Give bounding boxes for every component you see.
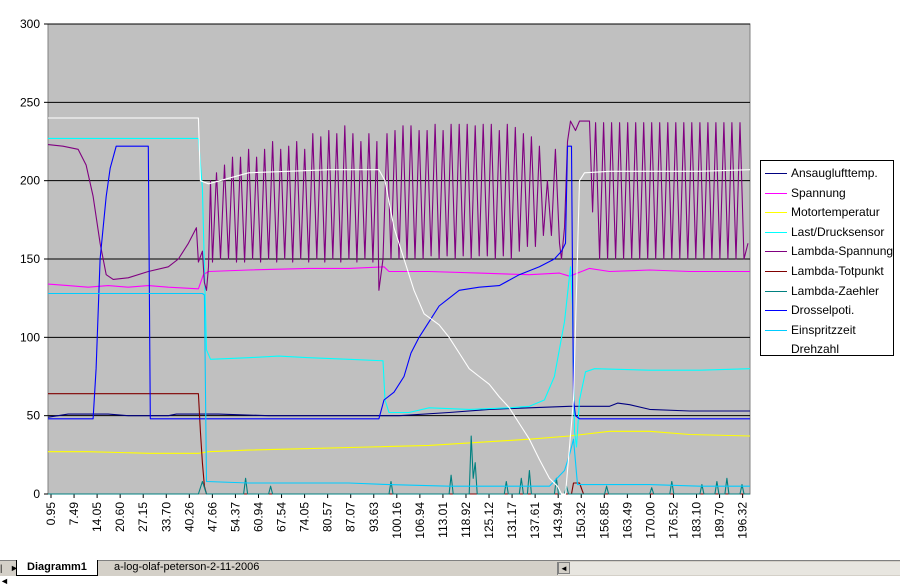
- x-tick-label: 176.52: [666, 502, 680, 539]
- scroll-left-icon[interactable]: ◄: [558, 562, 570, 574]
- series-line-drehzahl: [48, 117, 751, 495]
- legend-label: Drehzahl: [791, 342, 840, 356]
- x-tick-label: 7.49: [67, 502, 81, 526]
- y-tick-label: 100: [20, 330, 40, 344]
- series-line-spannung: [47, 266, 750, 290]
- x-tick-label: 131.17: [505, 502, 519, 539]
- x-tick-label: 14.05: [90, 502, 104, 532]
- legend-item: Spannung: [761, 185, 893, 203]
- legend-swatch: [765, 329, 787, 331]
- chart-area: 0 50 100 150 200 250 300 0.95 7.49 14.05 20.60 27.…: [20, 17, 751, 539]
- x-tick-label: 156.85: [597, 502, 611, 539]
- legend-item: Drosselpoti.: [761, 302, 893, 320]
- legend-label: Einspritzzeit: [791, 322, 856, 337]
- legend-label: Last/Drucksensor: [791, 224, 885, 239]
- sheet-tab-bar: |◄ ► Diagramm1 a-log-olaf-peterson-2-11-…: [0, 560, 900, 586]
- x-tick-label: 27.15: [136, 502, 150, 532]
- y-tick-label: 0: [33, 487, 40, 501]
- x-tick-label: 189.70: [713, 502, 727, 539]
- chart-legend: Ansauglufttemp. Spannung Motortemperatur La…: [760, 160, 894, 356]
- legend-swatch: [765, 271, 787, 272]
- legend-item: Last/Drucksensor: [761, 224, 893, 242]
- x-tick-label: 93.63: [367, 502, 381, 532]
- x-tick-label: 40.26: [182, 502, 196, 532]
- x-tick-label: 47.66: [205, 502, 219, 532]
- legend-item: Drehzahl: [761, 341, 893, 356]
- x-tick-label: 125.12: [482, 502, 496, 539]
- series-line-lambda-spannung: [47, 120, 749, 291]
- x-tick-label: 170.00: [643, 502, 657, 539]
- legend-label: Spannung: [791, 185, 846, 200]
- series-line-last-drucksensor: [48, 137, 751, 448]
- legend-label: Lambda-Zaehler: [791, 283, 880, 298]
- x-tick-label: 196.32: [736, 502, 750, 539]
- tab-nav-prev-icon[interactable]: |◄: [0, 563, 9, 586]
- legend-swatch: [765, 173, 787, 174]
- legend-swatch: [765, 310, 787, 312]
- series-line-motortemperatur: [48, 430, 751, 454]
- legend-label: Lambda-Totpunkt: [791, 264, 884, 278]
- legend-item: Einspritzzeit: [761, 322, 893, 340]
- y-tick-label: 50: [27, 409, 41, 423]
- x-tick-label: 150.32: [574, 502, 588, 539]
- legend-item: Lambda-Totpunkt: [761, 263, 893, 281]
- legend-label: Motortemperatur: [791, 205, 880, 220]
- legend-item: Motortemperatur: [761, 204, 893, 222]
- x-tick-label: 163.49: [620, 502, 634, 539]
- y-tick-label: 300: [20, 17, 40, 31]
- legend-swatch: [765, 290, 787, 292]
- tab-diagramm1[interactable]: Diagramm1: [16, 560, 98, 576]
- x-tick-label: 60.94: [251, 502, 265, 532]
- legend-label: Ansauglufttemp.: [791, 166, 878, 180]
- x-tick-label: 118.92: [459, 502, 473, 538]
- legend-label: Drosselpoti.: [791, 303, 855, 318]
- legend-label: Lambda-Spannung: [791, 244, 894, 259]
- legend-swatch: [765, 212, 787, 214]
- series-line-drosselpoti: [48, 145, 750, 420]
- x-tick-label: 113.01: [436, 502, 450, 538]
- legend-swatch: [765, 349, 787, 351]
- series-line-ansauglufttemp: [47, 402, 750, 418]
- x-tick-label: 74.05: [298, 502, 312, 532]
- y-axis-ticks: 0 50 100 150 200 250 300: [20, 17, 48, 501]
- x-tick-label: 67.54: [275, 502, 289, 532]
- series-line-lambda-zaehler: [48, 435, 750, 495]
- x-tick-label: 106.94: [413, 502, 427, 539]
- x-tick-label: 100.16: [390, 502, 404, 539]
- x-tick-label: 20.60: [113, 502, 127, 532]
- x-tick-label: 143.94: [551, 502, 565, 539]
- x-tick-label: 0.95: [44, 502, 58, 526]
- x-tick-label: 80.57: [321, 502, 335, 532]
- legend-swatch: [765, 251, 787, 253]
- x-tick-label: 87.07: [344, 502, 358, 532]
- legend-item: Lambda-Spannung: [761, 243, 894, 261]
- y-tick-label: 200: [20, 174, 40, 188]
- horizontal-scrollbar[interactable]: ◄: [557, 562, 900, 575]
- series-lines: [47, 117, 751, 495]
- tab-data-sheet[interactable]: a-log-olaf-peterson-2-11-2006: [114, 561, 260, 573]
- tab-nav-next-icon[interactable]: ►: [10, 563, 19, 573]
- x-axis-ticks: 0.95 7.49 14.05 20.60 27.15 33.70 40.26 47.66 54…: [44, 494, 750, 539]
- legend-item: Ansauglufttemp.: [761, 165, 893, 183]
- series-line-einspritzzeit: [48, 292, 750, 487]
- x-tick-label: 137.61: [528, 502, 542, 539]
- x-tick-label: 33.70: [159, 502, 173, 532]
- x-tick-label: 183.10: [690, 502, 704, 539]
- y-tick-label: 150: [20, 252, 40, 266]
- x-tick-label: 54.37: [228, 502, 242, 532]
- legend-swatch: [765, 192, 787, 194]
- y-tick-label: 250: [20, 95, 40, 109]
- legend-swatch: [765, 231, 787, 233]
- legend-item: Lambda-Zaehler: [761, 283, 893, 301]
